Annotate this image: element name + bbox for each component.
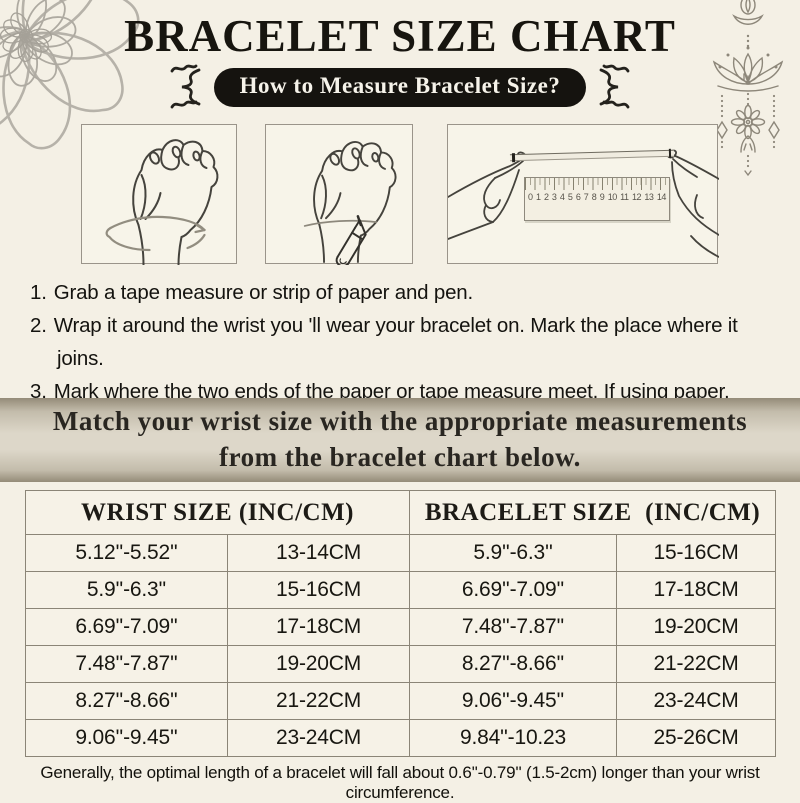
illustration-step-ruler: 0 1 2 3 4 5 6 7 8 9 10 11 12 13 14 [447, 124, 719, 264]
step-2-text: Wrap it around the wrist you 'll wear yo… [53, 314, 738, 370]
left-flourish-icon [170, 64, 201, 109]
table-row: 8.27''-8.66'' 21-22CM 9.06''-9.45'' 23-24CM [25, 682, 777, 720]
wrist-size-header: WRIST SIZE (INC/CM) [24, 490, 411, 535]
illustration-step-mark [265, 124, 414, 265]
footnote: Generally, the optimal length of a brace… [40, 763, 760, 802]
ruler-ticks [525, 178, 669, 190]
step-1-text: Grab a tape measure or strip of paper an… [53, 281, 473, 304]
step-1-number: 1. [30, 281, 47, 304]
illustration-step-tape [81, 124, 237, 264]
match-banner-text: Match your wrist size with the appropria… [52, 406, 748, 472]
step-2-number: 2. [30, 314, 47, 337]
right-flourish-icon [599, 64, 630, 109]
table-row: 9.06''-9.45'' 23-24CM 9.84''-10.23 25-26CM [25, 719, 777, 757]
ruler-hands-illustration [448, 149, 719, 258]
subtitle-row: How to Measure Bracelet Size? [0, 64, 800, 109]
ruler-numbers: 0 1 2 3 4 5 6 7 8 9 10 11 12 13 14 [528, 192, 666, 202]
step-1: 1. Grab a tape measure or strip of paper … [30, 276, 778, 309]
table-row: 5.12''-5.52'' 13-14CM 5.9''-6.3'' 15-16CM [25, 534, 777, 572]
table-row: 6.69''-7.09'' 17-18CM 7.48''-7.87'' 19-20CM [25, 608, 777, 646]
match-banner: Match your wrist size with the appropria… [0, 398, 800, 482]
ruler: 0 1 2 3 4 5 6 7 8 9 10 11 12 13 14 [524, 177, 670, 221]
step-3-number: 3. [30, 380, 47, 403]
bracelet-size-header: BRACELET SIZE (INC/CM) [409, 490, 777, 535]
how-to-measure-pill: How to Measure Bracelet Size? [213, 67, 587, 107]
step-2: 2. Wrap it around the wrist you 'll wear … [30, 309, 778, 375]
page-title: BRACELET SIZE CHART [124, 11, 676, 61]
table-row: 7.48''-7.87'' 19-20CM 8.27''-8.66'' 21-22CM [25, 645, 777, 683]
size-table-header-row: WRIST SIZE (INC/CM) BRACELET SIZE (INC/C… [24, 490, 777, 535]
wrist-pen-illustration [303, 125, 414, 265]
table-row: 5.9''-6.3'' 15-16CM 6.69''-7.09'' 17-18CM [25, 571, 777, 609]
size-table: WRIST SIZE (INC/CM) BRACELET SIZE (INC/C… [24, 490, 777, 757]
wrist-tape-illustration [105, 125, 238, 265]
